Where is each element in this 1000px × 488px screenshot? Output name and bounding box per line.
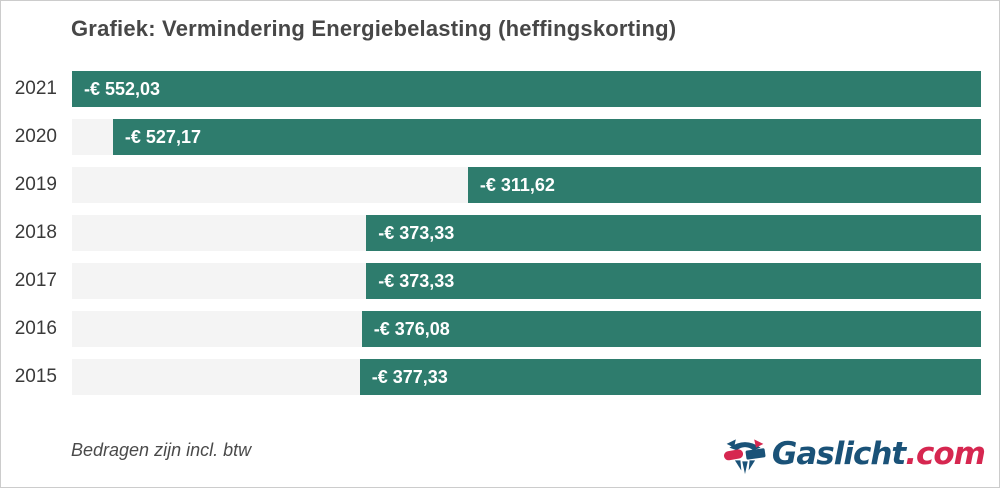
- bar-chart: 2021 -€ 552,03 2020 -€ 527,17 2019 -€ 311,62 2…: [1, 71, 981, 407]
- chart-row: 2021 -€ 552,03: [1, 71, 981, 107]
- bar-segment: -€ 373,33: [366, 215, 981, 251]
- footnote: Bedragen zijn incl. btw: [71, 440, 252, 460]
- bar-value-label: -€ 373,33: [378, 222, 455, 243]
- chart-row: 2015 -€ 377,33: [1, 359, 981, 395]
- year-label: 2015: [14, 366, 57, 387]
- bar-track: -€ 527,17: [72, 119, 981, 155]
- chart-row: 2020 -€ 527,17: [1, 119, 981, 155]
- bar-value-label: -€ 377,33: [371, 366, 448, 387]
- gaslicht-logo-icon: [723, 439, 766, 475]
- logo-text-main: Gaslicht: [771, 436, 906, 472]
- bar-track: -€ 311,62: [72, 167, 981, 203]
- bar-track: -€ 377,33: [72, 359, 981, 395]
- year-label: 2017: [14, 270, 57, 291]
- bar-track: -€ 552,03: [72, 71, 981, 107]
- year-label: 2016: [14, 318, 57, 339]
- logo-text-suffix: .com: [905, 436, 986, 472]
- bar-segment: -€ 527,17: [112, 119, 981, 155]
- bar-segment: -€ 552,03: [72, 71, 981, 107]
- chart-title: Grafiek: Vermindering Energiebelasting (…: [71, 16, 677, 41]
- bar-value-label: -€ 527,17: [124, 126, 201, 147]
- bar-value-label: -€ 376,08: [373, 318, 450, 339]
- bar-track: -€ 373,33: [72, 263, 981, 299]
- chart-row: 2016 -€ 376,08: [1, 311, 981, 347]
- chart-row: 2019 -€ 311,62: [1, 167, 981, 203]
- year-label: 2019: [14, 174, 57, 195]
- year-label: 2021: [14, 78, 57, 99]
- bar-value-label: -€ 311,62: [479, 174, 555, 195]
- year-label: 2020: [14, 126, 57, 147]
- year-label: 2018: [14, 222, 57, 243]
- bar-value-label: -€ 552,03: [84, 78, 161, 99]
- bar-track: -€ 376,08: [72, 311, 981, 347]
- bar-segment: -€ 373,33: [366, 263, 981, 299]
- bar-track: -€ 373,33: [72, 215, 981, 251]
- bar-segment: -€ 311,62: [467, 167, 981, 203]
- chart-row: 2018 -€ 373,33: [1, 215, 981, 251]
- logo-text: Gaslicht.com: [771, 436, 986, 472]
- chart-row: 2017 -€ 373,33: [1, 263, 981, 299]
- bar-segment: -€ 377,33: [359, 359, 981, 395]
- bar-segment: -€ 376,08: [361, 311, 981, 347]
- bar-value-label: -€ 373,33: [378, 270, 455, 291]
- logo-link[interactable]: Gaslicht.com: [723, 431, 986, 477]
